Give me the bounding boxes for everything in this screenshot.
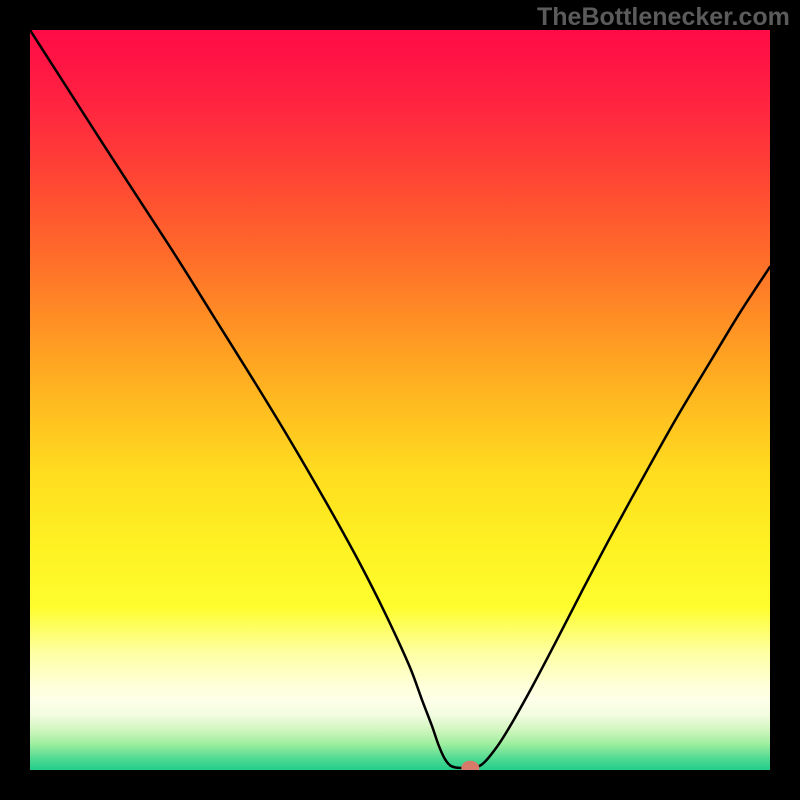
gradient-background	[30, 30, 770, 770]
watermark-text: TheBottlenecker.com	[537, 3, 790, 32]
bottleneck-chart	[30, 30, 770, 770]
plot-area	[30, 30, 770, 770]
